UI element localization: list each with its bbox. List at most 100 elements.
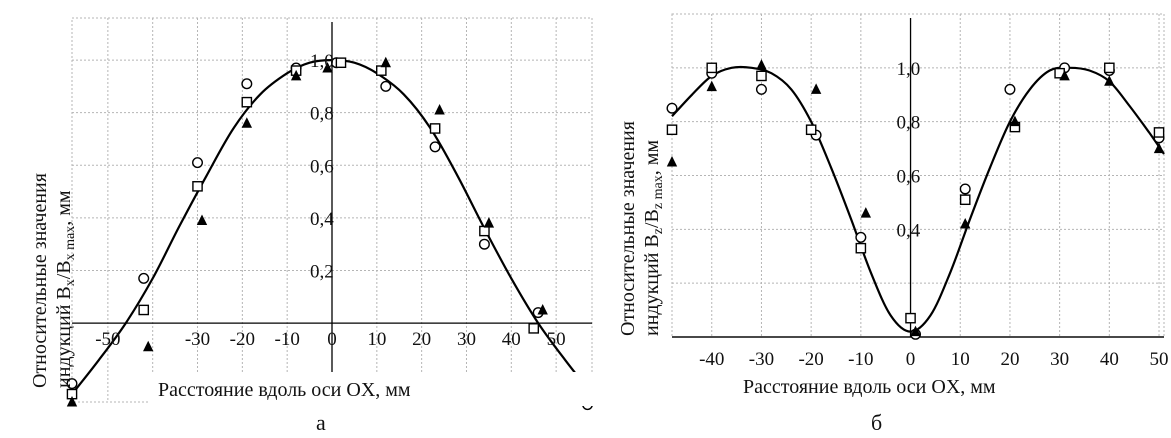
data-point-square xyxy=(805,124,817,136)
data-point-circle xyxy=(380,80,392,92)
y-tick-label: 0,6 xyxy=(310,156,334,177)
data-point-triangle xyxy=(1009,115,1021,127)
data-point-square xyxy=(855,242,867,254)
x-tick-labels: -40 -30 -20 -10 0 10 20 30 40 50 xyxy=(699,349,1168,370)
x-tick-labels: -50 -30 -20 -10 0 10 20 30 40 50 xyxy=(95,329,565,350)
x-tick-label: -40 xyxy=(699,349,724,370)
y-axis-label-mid: /B xyxy=(641,209,663,228)
data-point-square xyxy=(528,323,540,334)
y-axis-label-line1: Относительные значения xyxy=(617,121,639,336)
x-tick-label: -30 xyxy=(749,349,774,370)
data-point-circle xyxy=(959,183,971,195)
data-point-square xyxy=(905,312,916,324)
x-tick-label: -20 xyxy=(798,349,823,370)
data-point-circle xyxy=(192,157,204,169)
data-point-triangle xyxy=(380,56,391,68)
data-point-triangle xyxy=(322,61,333,73)
y-axis-label-post: , мм xyxy=(641,140,663,176)
y-tick-label: 0,4 xyxy=(310,209,334,230)
x-tick-label: 50 xyxy=(1150,349,1169,370)
x-tick-label: -10 xyxy=(848,349,873,370)
data-point-triangle xyxy=(1059,69,1070,81)
data-point-square xyxy=(335,57,347,69)
chart-panel-b: -40 -30 -20 -10 0 10 20 30 40 50 0,4 0,6 0,8 1,0 Рас… xyxy=(617,13,1169,435)
y-axis-label-line2: индукций B xyxy=(53,286,75,388)
data-point-triangle xyxy=(241,117,253,128)
data-point-square xyxy=(666,124,678,136)
data-points xyxy=(666,59,1165,340)
data-point-square xyxy=(706,62,718,74)
data-point-triangle xyxy=(756,59,767,70)
data-point-triangle xyxy=(483,217,495,228)
data-point-triangle xyxy=(143,340,154,352)
data-point-triangle xyxy=(537,303,548,315)
data-point-circle xyxy=(138,272,150,284)
x-axis-label: Расстояние вдоль оси OX, мм xyxy=(158,379,411,401)
data-point-triangle xyxy=(860,207,872,218)
x-tick-label: 10 xyxy=(951,349,970,370)
x-tick-label: 20 xyxy=(1000,349,1019,370)
y-axis-label-line1: Относительные значения xyxy=(29,173,51,388)
data-point-square xyxy=(241,96,253,108)
data-point-circle xyxy=(755,83,767,95)
y-axis-label-line2: индукций B xyxy=(641,234,663,336)
data-point-circle xyxy=(666,102,678,114)
data-point-triangle xyxy=(196,214,208,226)
data-point-square xyxy=(959,194,971,206)
data-point-circle xyxy=(241,78,253,90)
y-tick-label: 0,4 xyxy=(897,220,921,241)
x-tick-label: 20 xyxy=(412,329,431,350)
data-point-square xyxy=(429,123,441,134)
x-tick-label: 30 xyxy=(1050,349,1069,370)
data-point-triangle xyxy=(290,69,302,81)
x-tick-label: 30 xyxy=(457,329,476,350)
data-point-square xyxy=(479,225,490,237)
y-tick-label: 0,2 xyxy=(310,261,334,282)
x-tick-label: -20 xyxy=(230,329,255,350)
y-axis-label-sub1: z xyxy=(651,228,666,234)
y-axis-label-sub1: x xyxy=(63,279,78,286)
data-point-triangle xyxy=(66,396,78,407)
data-point-square xyxy=(138,304,150,316)
data-point-triangle xyxy=(810,83,822,94)
data-point-circle xyxy=(855,231,867,243)
y-tick-label: 1,0 xyxy=(310,51,334,72)
data-point-circle xyxy=(429,141,441,153)
x-tick-label: 0 xyxy=(906,349,916,370)
fit-curve-line xyxy=(671,65,1165,333)
data-point-circle xyxy=(66,378,78,390)
data-point-square xyxy=(1104,62,1115,74)
y-tick-labels: 0,2 0,4 0,6 0,8 1,0 xyxy=(310,51,334,282)
chart-axes xyxy=(72,22,592,402)
data-point-triangle xyxy=(666,156,678,167)
x-tick-label: 10 xyxy=(367,329,386,350)
y-axis-label: Относительные значения индукций Bx/Bx ma… xyxy=(29,168,78,388)
data-point-square xyxy=(192,181,203,192)
y-axis-label-post: , мм xyxy=(53,190,75,226)
fit-curve xyxy=(671,65,1165,333)
x-tick-label: 40 xyxy=(1100,349,1119,370)
panel-label-b: б xyxy=(871,410,882,435)
y-tick-label: 0,8 xyxy=(897,113,921,134)
y-axis-label-sub2: x max xyxy=(63,226,78,261)
x-tick-label: -10 xyxy=(275,329,300,350)
data-points xyxy=(66,56,594,411)
data-point-triangle xyxy=(434,104,445,115)
panel-label-a: а xyxy=(316,410,326,435)
y-tick-label: 1,0 xyxy=(897,59,921,80)
data-point-square xyxy=(1153,127,1165,138)
x-tick-label: 40 xyxy=(502,329,521,350)
data-point-triangle xyxy=(960,217,971,229)
data-point-square xyxy=(756,70,767,82)
data-point-triangle xyxy=(1153,142,1165,154)
x-tick-label: -30 xyxy=(185,329,210,350)
x-tick-label: -50 xyxy=(95,329,120,350)
data-point-square xyxy=(376,65,387,76)
data-point-circle xyxy=(1004,83,1016,95)
y-tick-labels: 0,4 0,6 0,8 1,0 xyxy=(897,59,921,241)
y-axis-label-mid: /B xyxy=(53,260,75,279)
y-axis-label: Относительные значения индукций Bz/Bz ma… xyxy=(617,116,666,336)
data-point-triangle xyxy=(910,325,921,337)
y-tick-label: 0,8 xyxy=(310,104,334,125)
y-tick-label: 0,6 xyxy=(897,167,921,188)
